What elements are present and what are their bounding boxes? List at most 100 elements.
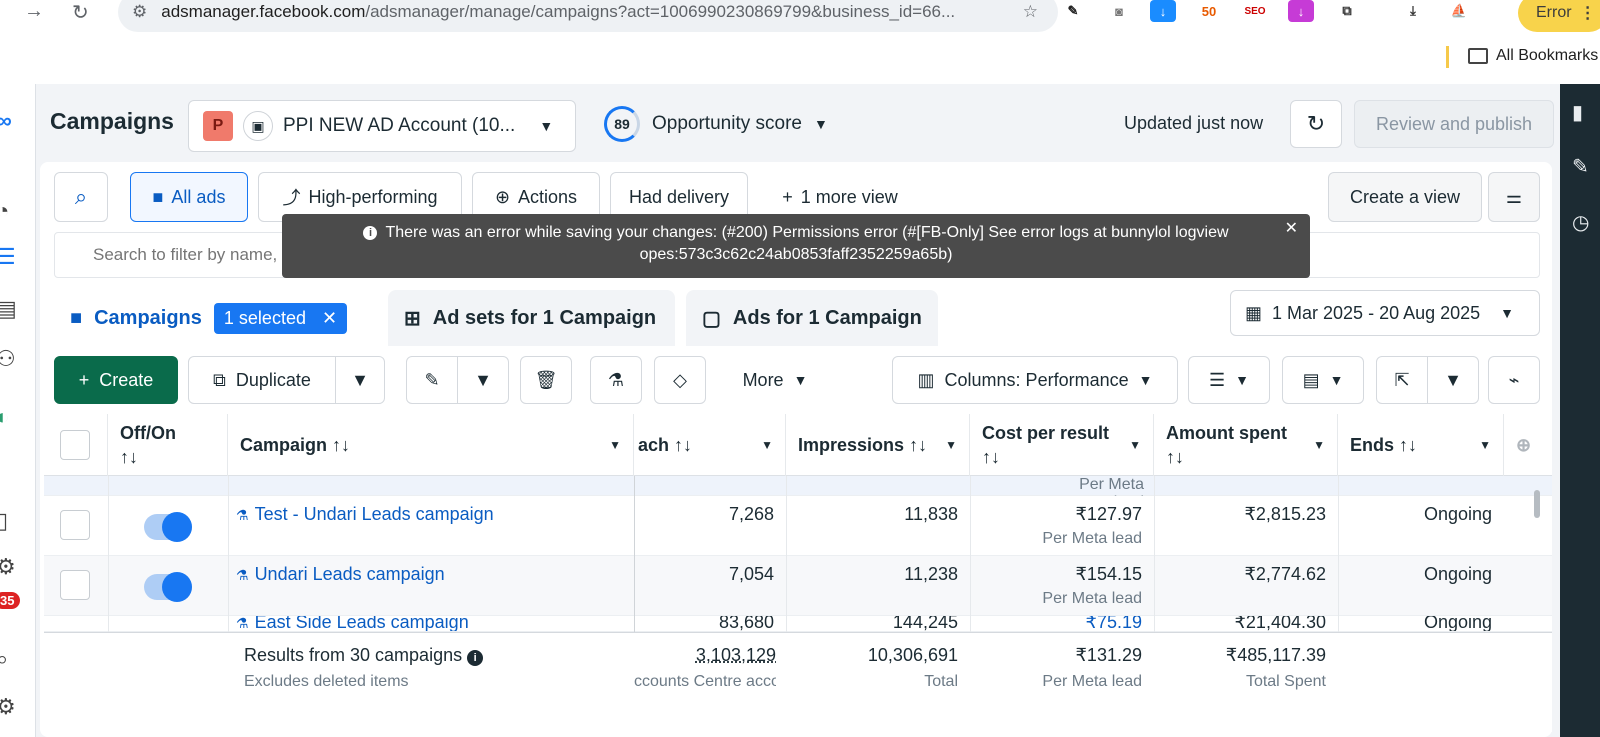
breakdown-icon: ☰	[1209, 369, 1226, 390]
table-row[interactable]: ⚗ East Side Leads campaign 83,680 144,245…	[44, 616, 1552, 632]
row-checkbox[interactable]	[60, 510, 90, 540]
export-button[interactable]: ⇱	[1376, 356, 1428, 404]
breakdown-dropdown[interactable]: ☰ ▼	[1188, 356, 1270, 404]
history-clock-icon[interactable]: ◷	[1572, 212, 1590, 234]
extensions-puzzle-icon[interactable]: ⧉	[1342, 3, 1352, 18]
columns-dropdown[interactable]: ▥ Columns: Performance ▼	[892, 356, 1178, 404]
campaign-name-link[interactable]: ⚗ Undari Leads campaign	[236, 564, 445, 584]
column-reach[interactable]: ach ↑↓ ▼	[634, 414, 786, 476]
selected-badge[interactable]: 1 selected ✕	[213, 302, 348, 334]
dashboard-icon[interactable]: ◔	[0, 198, 10, 223]
select-all-checkbox[interactable]	[60, 430, 90, 460]
search-button[interactable]: ⌕	[54, 172, 108, 222]
column-offon[interactable]: Off/On ↑↓	[108, 414, 228, 476]
campaigns-list-icon[interactable]: ☰	[0, 244, 16, 269]
tab-adsets[interactable]: ⊞ Ad sets for 1 Campaign	[388, 290, 675, 346]
view-high-performing[interactable]: ⤴ High-performing	[258, 172, 462, 222]
delete-button[interactable]: 🗑	[520, 356, 572, 404]
charts-button[interactable]: ⌁	[1488, 356, 1540, 404]
opportunity-score-dropdown[interactable]: 89 Opportunity score ▼	[604, 106, 828, 142]
more-views-button[interactable]: + 1 more view	[762, 172, 918, 222]
notification-badge[interactable]: 35	[0, 592, 21, 609]
flask-icon: ⚗	[236, 567, 249, 583]
ab-test-button[interactable]: ⚗	[590, 356, 642, 404]
advisor-icon[interactable]: ◐	[0, 404, 10, 429]
video-download-ext-icon[interactable]: ↓	[1288, 0, 1314, 22]
ext-50-icon[interactable]: 50	[1201, 3, 1217, 19]
create-view-button[interactable]: Create a view	[1328, 172, 1482, 222]
duplicate-button[interactable]: ⧉ Duplicate	[188, 356, 336, 404]
add-column-button[interactable]: ⊕	[1504, 414, 1552, 476]
tab-ads[interactable]: ▢ Ads for 1 Campaign	[686, 290, 938, 346]
settings-gear-icon[interactable]: ⚙	[0, 554, 16, 579]
campaign-name-link[interactable]: ⚗ East Side Leads campaign	[236, 616, 469, 632]
downloads-icon[interactable]: ⤓	[1410, 3, 1416, 18]
view-label: High-performing	[308, 186, 438, 207]
cpr-value: ₹154.15	[1075, 564, 1142, 584]
profile-error-button[interactable]: Error ⋮	[1518, 0, 1600, 32]
chevron-down-icon[interactable]: ▼	[945, 438, 957, 452]
chart-bars-icon[interactable]: ▮	[1572, 102, 1584, 124]
reports-dropdown[interactable]: ▤ ▼	[1282, 356, 1364, 404]
reports-icon[interactable]: ▤	[0, 296, 17, 321]
reload-icon[interactable]: ↻	[72, 2, 89, 24]
total-reach[interactable]: 3,103,129	[695, 645, 776, 665]
address-bar[interactable]: ⚙ adsmanager.facebook.com/adsmanager/man…	[118, 0, 1058, 32]
table-row[interactable]: ⚗ Test - Undari Leads campaign 7,268 11,8…	[44, 496, 1552, 556]
eyedropper-icon[interactable]: ✎	[1067, 3, 1079, 18]
close-icon[interactable]: ✕	[1284, 220, 1298, 237]
search-icon[interactable]: ⌕	[0, 646, 9, 671]
campaign-toggle[interactable]	[144, 512, 192, 542]
row-checkbox[interactable]	[60, 570, 90, 600]
profile-sail-icon[interactable]: ⛵	[1450, 3, 1468, 18]
campaign-toggle[interactable]	[144, 572, 192, 602]
chevron-down-icon[interactable]: ▼	[609, 438, 621, 452]
chevron-down-icon[interactable]: ▼	[761, 438, 773, 452]
refresh-button[interactable]: ↻	[1290, 100, 1342, 148]
table-row[interactable]: Per Meta lead	[44, 476, 1552, 511]
camera-icon[interactable]: ◙	[1115, 3, 1123, 19]
edit-button[interactable]: ✎	[406, 356, 458, 404]
column-ends[interactable]: Ends ↑↓ ▼	[1338, 414, 1504, 476]
audiences-icon[interactable]: ⚇	[0, 346, 16, 371]
chevron-down-icon[interactable]: ▼	[1129, 438, 1141, 452]
tag-button[interactable]: ◇	[654, 356, 706, 404]
column-campaign[interactable]: Campaign ↑↓ ▼	[228, 414, 634, 476]
documents-icon[interactable]: ▯	[0, 508, 9, 533]
kebab-menu-icon[interactable]: ⋮	[1579, 5, 1596, 22]
url-host: adsmanager.facebook.com	[161, 2, 366, 21]
review-publish-button[interactable]: Review and publish	[1354, 100, 1554, 148]
table-row[interactable]: ⚗ Undari Leads campaign 7,054 11,238 ₹154…	[44, 556, 1552, 616]
forward-icon[interactable]: →	[24, 0, 44, 22]
chevron-down-icon[interactable]: ▼	[1479, 438, 1491, 452]
column-amount-spent[interactable]: Amount spent ↑↓ ▼	[1154, 414, 1338, 476]
date-range-picker[interactable]: ▦ 1 Mar 2025 - 20 Aug 2025 ▼	[1230, 290, 1540, 336]
create-button[interactable]: + Create	[54, 356, 178, 404]
info-icon[interactable]: i	[467, 650, 484, 666]
account-selector[interactable]: P ▣ PPI NEW AD Account (10... ▼	[188, 100, 576, 152]
duplicate-dropdown[interactable]: ▼	[335, 356, 385, 404]
more-button[interactable]: More ▼	[726, 356, 824, 404]
edit-dropdown[interactable]: ▼	[457, 356, 509, 404]
download-ext-icon[interactable]: ↓	[1150, 0, 1176, 22]
view-settings-button[interactable]: ⚌	[1488, 172, 1540, 222]
column-cost-per-result[interactable]: Cost per result ↑↓ ▼	[970, 414, 1154, 476]
tab-campaigns[interactable]: ■ Campaigns 1 selected ✕	[54, 290, 377, 346]
site-info-icon[interactable]: ⚙	[132, 2, 148, 21]
meta-logo-icon[interactable]: ∞	[0, 108, 12, 133]
campaign-name-link[interactable]: ⚗ Test - Undari Leads campaign	[236, 504, 494, 524]
cpr-sub: Per Meta lead	[1042, 530, 1142, 547]
help-icon[interactable]: ⚙	[0, 694, 16, 719]
chevron-down-icon[interactable]: ▼	[1313, 438, 1325, 452]
edit-pencil-icon[interactable]: ✎	[1572, 156, 1589, 178]
view-all-ads[interactable]: ■ All ads	[130, 172, 248, 222]
clear-selection-icon[interactable]: ✕	[321, 307, 338, 328]
grid-icon: ⊞	[404, 307, 421, 330]
bookmark-star-icon[interactable]: ☆	[1022, 2, 1038, 21]
all-bookmarks[interactable]: All Bookmarks	[1468, 47, 1598, 65]
seo-ext-icon[interactable]: SEO	[1244, 5, 1266, 17]
export-dropdown[interactable]: ▼	[1427, 356, 1479, 404]
column-impressions[interactable]: Impressions ↑↓ ▼	[786, 414, 970, 476]
view-had-delivery[interactable]: Had delivery	[610, 172, 748, 222]
table-scrollbar[interactable]	[1534, 490, 1540, 518]
